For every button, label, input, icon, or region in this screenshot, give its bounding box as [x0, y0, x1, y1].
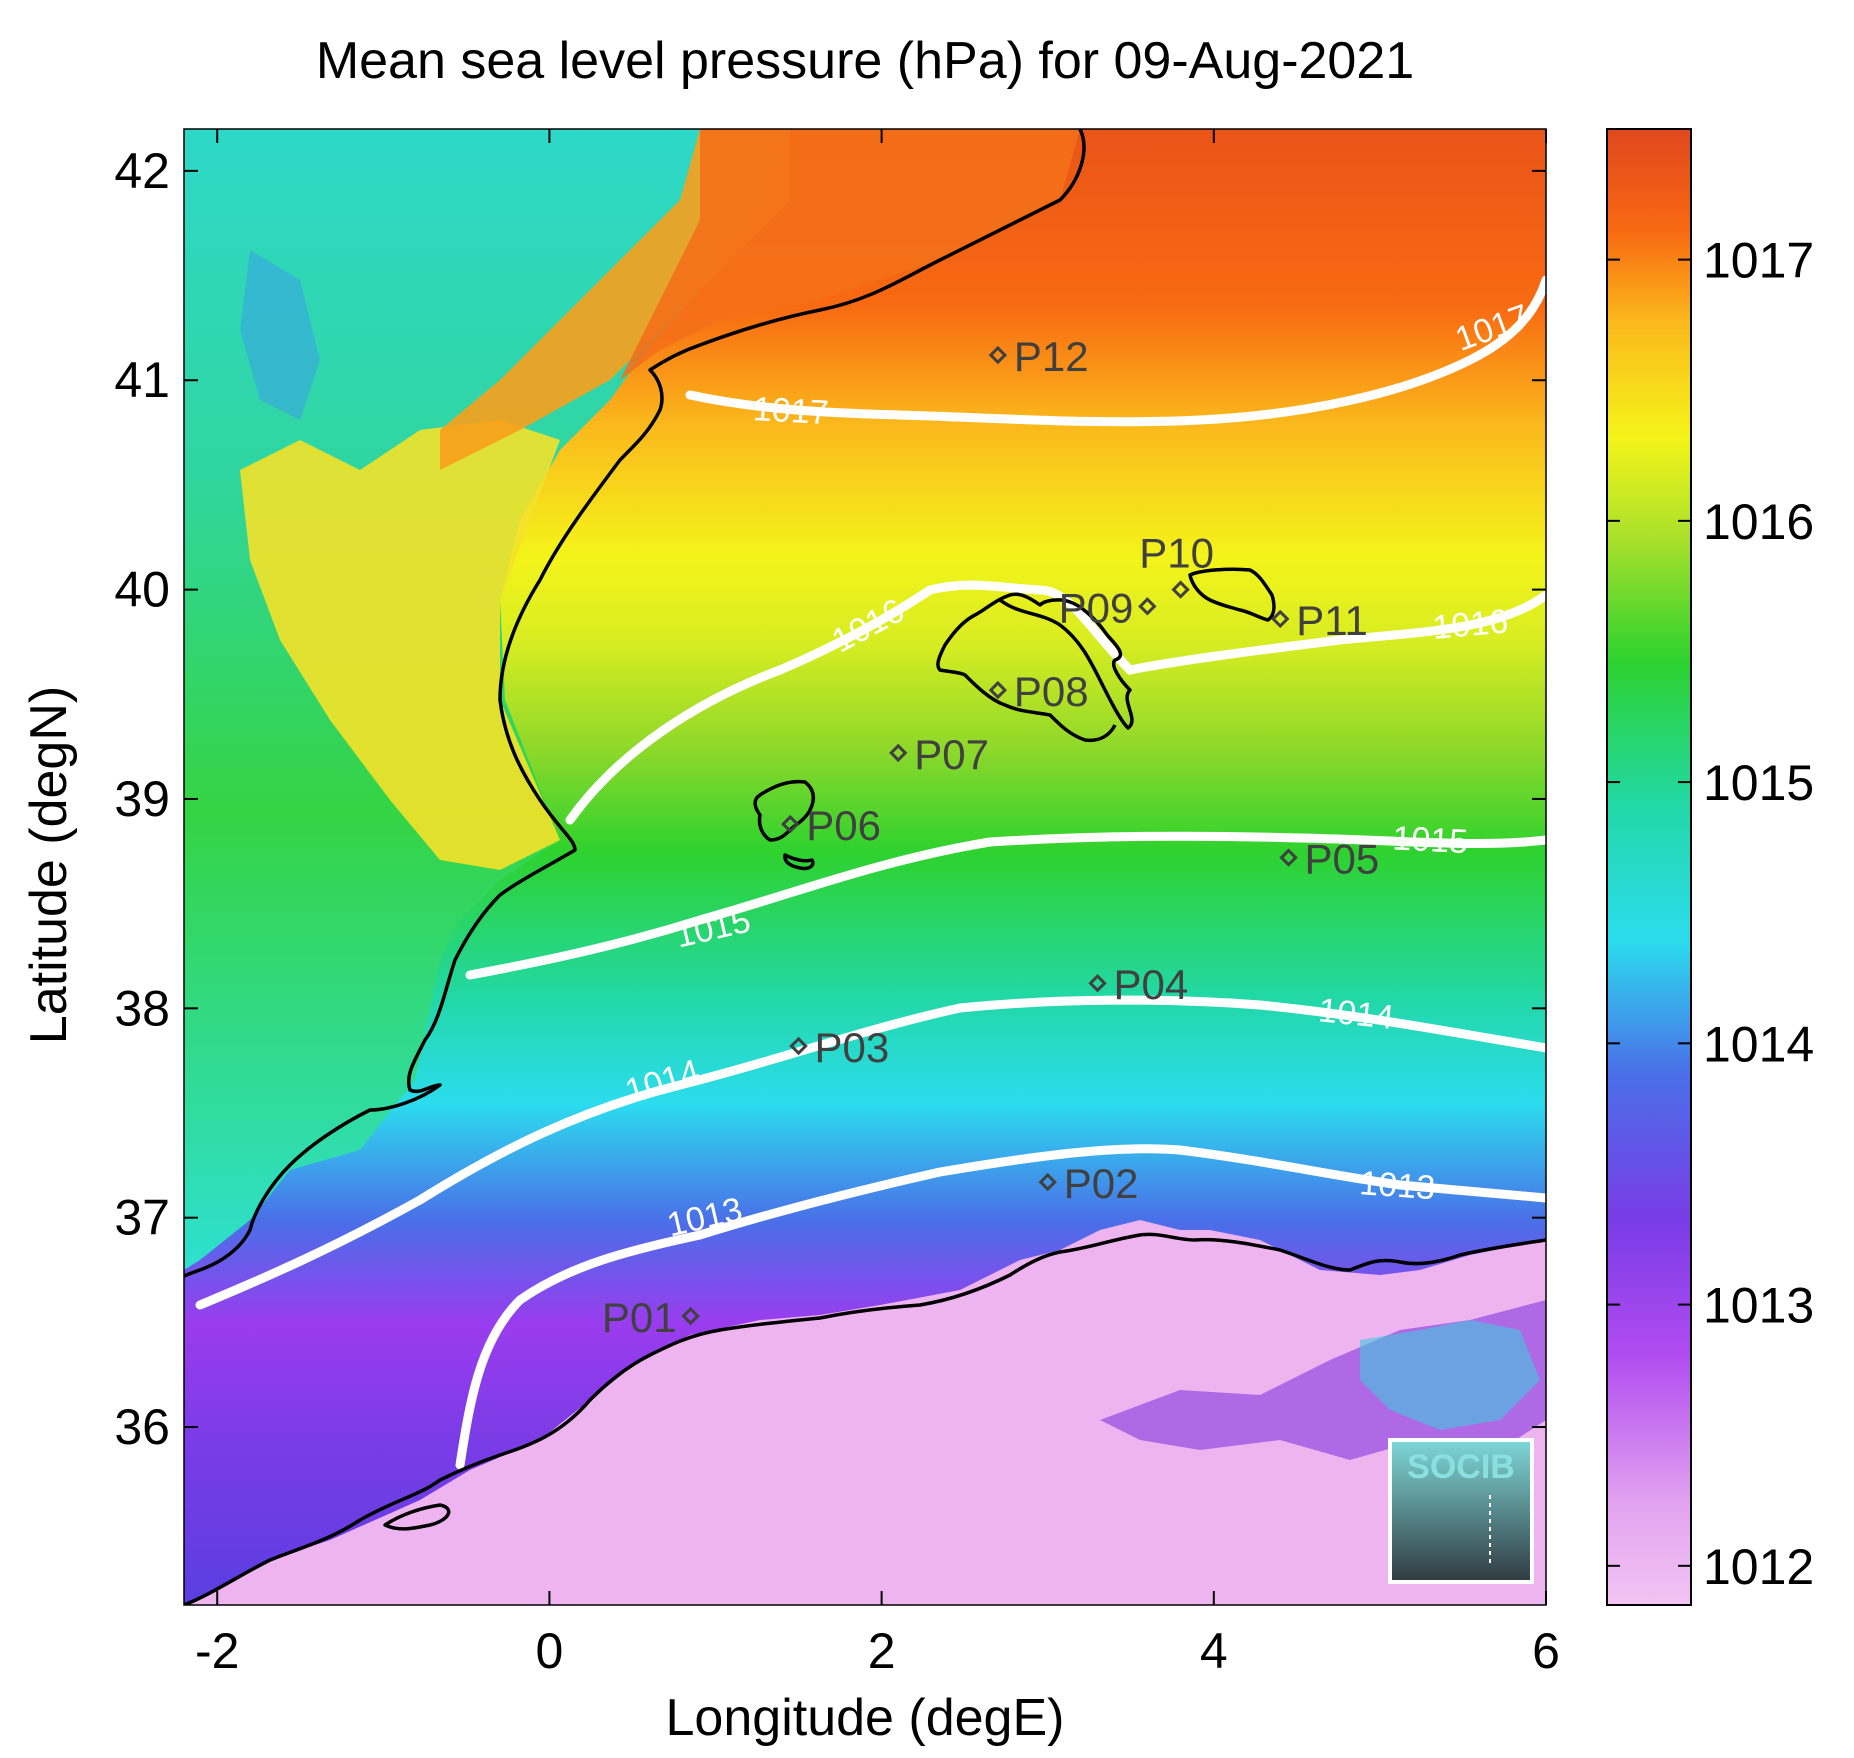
socib-logo-text: SOCIB: [1407, 1448, 1515, 1486]
colorbar-gradient: [1606, 128, 1692, 1606]
y-tick-label: 38: [114, 980, 170, 1036]
y-tick-label: 36: [114, 1399, 170, 1455]
africa-cyan-patch: [1360, 1320, 1540, 1430]
map-title: Mean sea level pressure (hPa) for 09-Aug…: [316, 32, 1414, 90]
menorca-coastline: [1188, 567, 1276, 622]
station-label: P12: [1014, 333, 1089, 380]
isobar-1014: [195, 995, 1546, 1310]
map-area: SOCIB: [184, 129, 1546, 1605]
x-axis-label: Longitude (degE): [666, 1689, 1065, 1747]
station-marker: [681, 1306, 700, 1326]
station-label: P03: [815, 1024, 890, 1071]
colorbar: 1012 1013 1014 1015 1016 1017: [1606, 128, 1814, 1606]
station-label: P07: [914, 731, 989, 778]
iberia-coastline: [184, 129, 1086, 1278]
colorbar-tick-label: 1016: [1703, 494, 1814, 550]
x-tick-label: 6: [1532, 1623, 1560, 1679]
station-marker: [1088, 974, 1107, 993]
alboran-coastline: [383, 1503, 451, 1531]
station-label: P02: [1064, 1160, 1139, 1207]
colorbar-tick-label: 1012: [1703, 1539, 1814, 1595]
y-tick-label: 42: [114, 143, 170, 199]
africa-land-field: [184, 1220, 1546, 1605]
isobar-1013: [455, 1144, 1546, 1470]
isobar-1015: [465, 831, 1546, 980]
contour-label: 1015: [1392, 819, 1470, 861]
contour-label: 1017: [752, 390, 830, 432]
station-label: P06: [806, 802, 881, 849]
y-tick-label: 39: [114, 771, 170, 827]
isobar-lines: [195, 275, 1546, 1470]
station-label: P05: [1305, 836, 1380, 883]
iberia-high-pressure-patch: [240, 420, 560, 870]
station-marker: [1038, 1172, 1057, 1192]
station-marker: [1271, 609, 1290, 629]
formentera-coastline: [783, 853, 815, 871]
y-axis-label: Latitude (degN): [20, 686, 78, 1044]
colorbar-ticks: 1012 1013 1014 1015 1016 1017: [1607, 233, 1814, 1595]
x-axis: -2 0 2 4 6: [195, 129, 1560, 1679]
station-label: P10: [1139, 530, 1214, 577]
y-axis: 36 37 38 39 40 41 42: [114, 143, 1546, 1455]
mallorca-coastline: [936, 592, 1134, 743]
x-tick-label: 2: [868, 1623, 896, 1679]
colorbar-tick-label: 1017: [1703, 233, 1814, 289]
station-marker: [988, 680, 1008, 700]
x-tick-label: 4: [1200, 1623, 1228, 1679]
station-marker: [1171, 580, 1190, 599]
station-marker: [781, 814, 800, 834]
contour-label: 1013: [1358, 1164, 1436, 1207]
africa-coastline: [184, 1232, 1546, 1605]
station-marker: [889, 743, 908, 763]
contour-label: 1016: [1431, 602, 1510, 646]
x-tick-label: 0: [536, 1623, 564, 1679]
colorbar-tick-label: 1013: [1703, 1278, 1814, 1334]
colorbar-tick-label: 1014: [1703, 1016, 1814, 1072]
station-marker: [988, 345, 1008, 365]
station-label: P04: [1114, 961, 1189, 1008]
y-tick-label: 41: [114, 352, 170, 408]
isobar-1017: [685, 275, 1546, 427]
station-marker: [1138, 597, 1157, 616]
socib-logo: SOCIB: [1388, 1438, 1534, 1584]
contour-label: 1014: [1317, 991, 1396, 1037]
iberia-northeast-orange-patch: [620, 129, 1080, 380]
iberia-west-cool-patch: [240, 250, 320, 420]
y-tick-label: 37: [114, 1190, 170, 1246]
y-tick-label: 40: [114, 562, 170, 618]
station-label: P08: [1014, 668, 1089, 715]
x-tick-label: -2: [195, 1623, 239, 1679]
station-label: P01: [602, 1294, 677, 1341]
station-marker: [1279, 848, 1298, 867]
colorbar-tick-label: 1015: [1703, 755, 1814, 811]
isobar-1016: [565, 580, 1546, 825]
station-label: P11: [1296, 597, 1368, 644]
station-label: P09: [1059, 584, 1134, 631]
station-marker: [789, 1036, 808, 1056]
map-frame: [183, 128, 1547, 1606]
